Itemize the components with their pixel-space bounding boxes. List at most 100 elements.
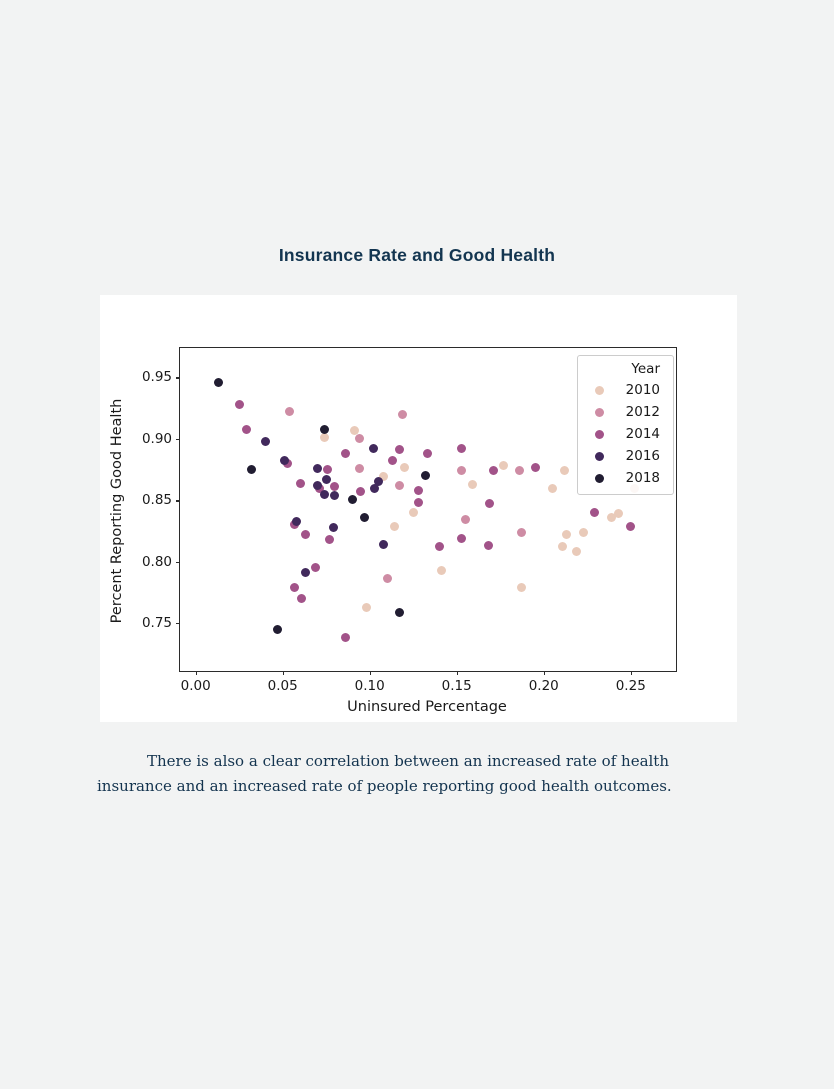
scatter-point-2014 — [323, 465, 333, 475]
scatter-point-2016 — [319, 489, 329, 499]
x-tick-label: 0.25 — [615, 678, 646, 694]
y-tick-label: 0.85 — [141, 492, 172, 509]
legend-item-2010: 2010 — [578, 379, 673, 401]
x-tick-label: 0.10 — [354, 678, 385, 694]
x-tick-label: 0.20 — [528, 678, 559, 694]
scatter-point-2010 — [499, 461, 509, 471]
x-tick-label: 0.15 — [441, 678, 472, 694]
scatter-point-2012 — [354, 434, 364, 444]
x-tick-mark — [282, 671, 284, 675]
legend: Year 2010 2012 2014 2016 2018 — [577, 355, 674, 495]
legend-swatch-icon — [595, 407, 604, 417]
scatter-point-2018 — [246, 465, 256, 475]
scatter-point-2014 — [330, 482, 340, 492]
scatter-point-2014 — [290, 582, 300, 592]
scatter-point-2014 — [340, 633, 350, 643]
scatter-point-2014 — [485, 499, 495, 509]
scatter-point-2010 — [400, 462, 409, 472]
scatter-point-2010 — [614, 509, 624, 519]
scatter-point-2010 — [436, 565, 446, 575]
legend-item-2012: 2012 — [578, 401, 673, 423]
x-tick-mark — [543, 671, 546, 675]
legend-label: 2018 — [625, 470, 660, 486]
scatter-point-2010 — [572, 547, 582, 557]
scatter-point-2014 — [394, 445, 404, 455]
legend-swatch-icon — [595, 473, 604, 483]
scatter-point-2016 — [373, 477, 383, 487]
x-tick-mark — [195, 671, 197, 675]
scatter-point-2012 — [514, 466, 524, 476]
scatter-point-2016 — [379, 540, 389, 549]
scatter-point-2010 — [408, 508, 418, 518]
scatter-point-2016 — [312, 481, 322, 491]
scatter-point-2014 — [457, 533, 467, 543]
scatter-point-2010 — [379, 472, 389, 482]
x-tick-label: 0.00 — [180, 678, 211, 694]
scatter-point-2010 — [547, 483, 557, 493]
scatter-point-2018 — [319, 424, 329, 434]
y-tick-label: 0.90 — [141, 430, 172, 447]
legend-label: 2012 — [625, 404, 660, 420]
legend-item-2014: 2014 — [578, 423, 673, 445]
y-tick-mark — [176, 438, 180, 441]
scatter-point-2014 — [387, 456, 397, 466]
y-tick-mark — [176, 623, 180, 625]
scatter-point-2016 — [279, 456, 289, 466]
scatter-point-2014 — [311, 563, 321, 573]
legend-rows: 2010 2012 2014 2016 2018 — [578, 379, 673, 489]
scatter-point-2012 — [354, 463, 364, 473]
scatter-point-2014 — [297, 594, 307, 604]
legend-swatch-icon — [595, 451, 604, 461]
scatter-point-2014 — [530, 462, 540, 472]
scatter-point-2010 — [558, 542, 568, 552]
scatter-point-2016 — [370, 483, 380, 493]
scatter-point-2016 — [328, 522, 338, 532]
scatter-point-2012 — [285, 407, 295, 417]
scatter-point-2018 — [359, 512, 369, 522]
y-tick-label: 0.95 — [141, 369, 172, 386]
scatter-point-2010 — [319, 433, 329, 443]
scatter-point-2014 — [234, 399, 244, 409]
y-tick-label: 0.75 — [141, 615, 172, 632]
y-tick-mark — [176, 561, 180, 563]
y-tick-mark — [176, 377, 180, 379]
page-title: Insurance Rate and Good Health — [278, 245, 556, 265]
y-axis-label: Percent Reporting Good Health — [109, 398, 125, 624]
scatter-point-2012 — [516, 527, 526, 537]
figure-panel: Percent Reporting Good Health 0.00 0.05 0.… — [100, 295, 737, 722]
scatter-point-2016 — [312, 463, 322, 473]
scatter-point-2014 — [483, 541, 493, 551]
scatter-point-2018 — [347, 494, 357, 504]
scatter-point-2010 — [467, 479, 477, 489]
scatter-point-2010 — [361, 602, 371, 612]
scatter-point-2010 — [389, 521, 399, 531]
x-tick-mark — [369, 671, 371, 675]
scatter-point-2012 — [457, 466, 467, 476]
scatter-point-2012 — [460, 515, 470, 525]
scatter-point-2012 — [394, 481, 404, 491]
x-axis-label: Uninsured Percentage — [347, 699, 507, 715]
scatter-point-2016 — [292, 516, 302, 526]
scatter-point-2010 — [516, 582, 526, 592]
legend-swatch-icon — [595, 385, 604, 395]
scatter-point-2014 — [295, 478, 305, 488]
scatter-point-2014 — [434, 542, 444, 552]
scatter-point-2010 — [560, 466, 570, 476]
scatter-point-2014 — [413, 485, 423, 495]
scatter-point-2010 — [579, 527, 589, 537]
scatter-point-2010 — [349, 425, 359, 435]
scatter-point-2018 — [394, 607, 404, 617]
legend-swatch-icon — [595, 429, 604, 439]
x-tick-mark — [456, 671, 458, 675]
scatter-point-2014 — [300, 530, 310, 540]
scatter-point-2016 — [260, 436, 270, 446]
scatter-point-2014 — [340, 449, 350, 459]
scatter-point-2016 — [300, 568, 310, 578]
scatter-point-2014 — [241, 424, 251, 434]
body-paragraph: There is also a clear correlation betwee… — [97, 752, 672, 795]
scatter-point-2014 — [356, 487, 366, 497]
legend-title: Year — [631, 361, 660, 377]
scatter-point-2014 — [488, 466, 498, 476]
scatter-point-2010 — [561, 530, 571, 540]
